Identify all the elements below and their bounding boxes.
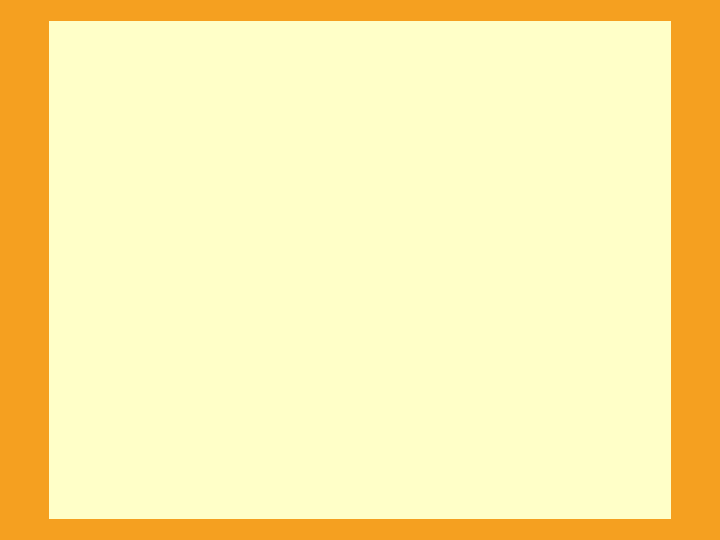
Text: coordination number: coordination number bbox=[347, 333, 559, 352]
Text: central ion: central ion bbox=[160, 333, 268, 352]
Text: ligand: ligand bbox=[285, 376, 348, 394]
Text: Structure: Structure bbox=[279, 38, 441, 68]
Text: complex cation: complex cation bbox=[217, 449, 503, 482]
Text: $\mathbf{[Pt(NH_3)_6]Cl_4}$: $\mathbf{[Pt(NH_3)_6]Cl_4}$ bbox=[227, 194, 493, 231]
Text: 1.: 1. bbox=[120, 110, 145, 130]
Text: [Hexaammineplatinum(IV)] chloride: [Hexaammineplatinum(IV)] chloride bbox=[152, 143, 602, 163]
